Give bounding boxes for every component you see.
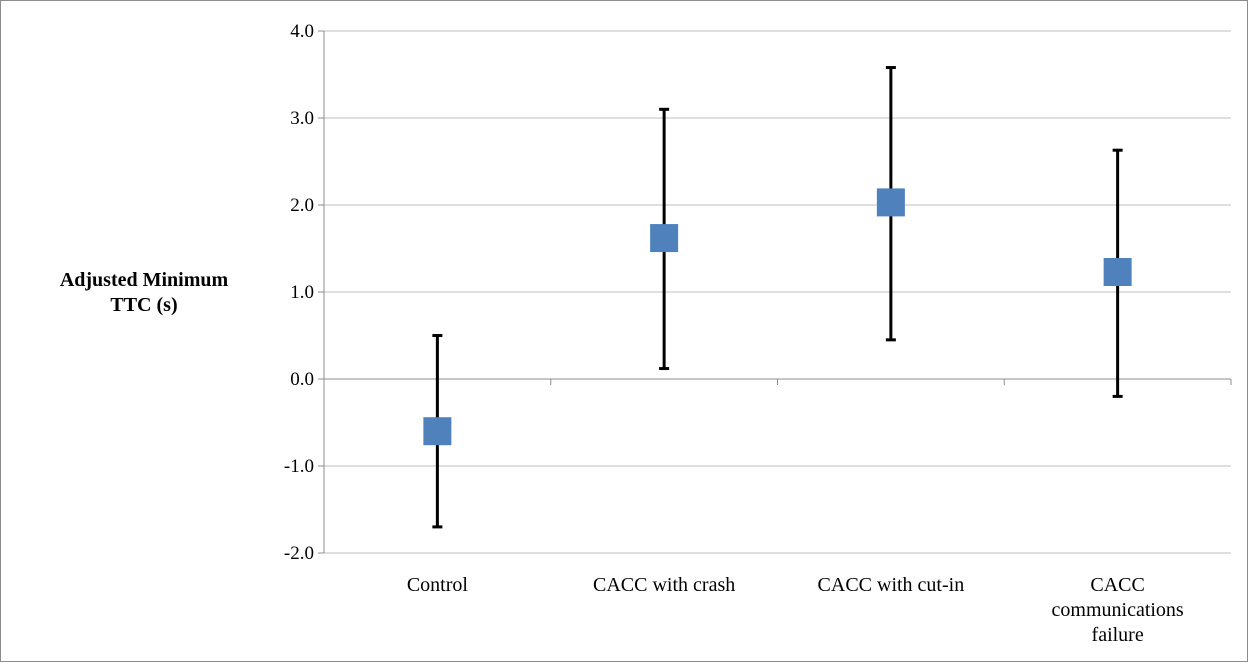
y-tick-label: 3.0 bbox=[290, 108, 314, 129]
category-label: CACC communications failure bbox=[1052, 574, 1184, 646]
category-label: CACC with crash bbox=[593, 574, 735, 596]
y-axis-label-line: TTC (s) bbox=[110, 294, 177, 316]
data-points bbox=[423, 188, 1132, 446]
category-label: Control bbox=[407, 574, 469, 596]
data-point bbox=[650, 224, 679, 253]
error-bars bbox=[432, 66, 1123, 529]
y-tick-label: 0.0 bbox=[290, 369, 314, 390]
data-point bbox=[423, 417, 452, 446]
grid-lines bbox=[324, 30, 1231, 554]
category-label-line: Control bbox=[407, 574, 469, 596]
axes bbox=[318, 30, 1232, 554]
data-point bbox=[1103, 257, 1132, 286]
category-label-line: CACC bbox=[1090, 574, 1144, 596]
y-tick-label: -1.0 bbox=[284, 456, 314, 477]
y-tick-label: 4.0 bbox=[290, 21, 314, 42]
y-axis-label-line: Adjusted Minimum bbox=[60, 269, 229, 291]
category-labels: Control CACC with crash CACC with cut-in CA… bbox=[407, 574, 1184, 646]
category-label: CACC with cut-in bbox=[818, 574, 965, 596]
category-label-line: failure bbox=[1092, 624, 1144, 646]
category-label-line: communications bbox=[1052, 599, 1184, 621]
data-point bbox=[876, 188, 905, 217]
category-label-line: CACC with cut-in bbox=[818, 574, 965, 596]
y-tick-label: -2.0 bbox=[284, 543, 314, 564]
category-label-line: CACC with crash bbox=[593, 574, 735, 596]
y-tick-labels: -2.0 -1.0 0.0 1.0 2.0 3.0 4.0 bbox=[284, 21, 314, 564]
y-tick-label: 2.0 bbox=[290, 195, 314, 216]
y-axis-label: Adjusted Minimum TTC (s) bbox=[60, 269, 229, 316]
y-tick-label: 1.0 bbox=[290, 282, 314, 303]
